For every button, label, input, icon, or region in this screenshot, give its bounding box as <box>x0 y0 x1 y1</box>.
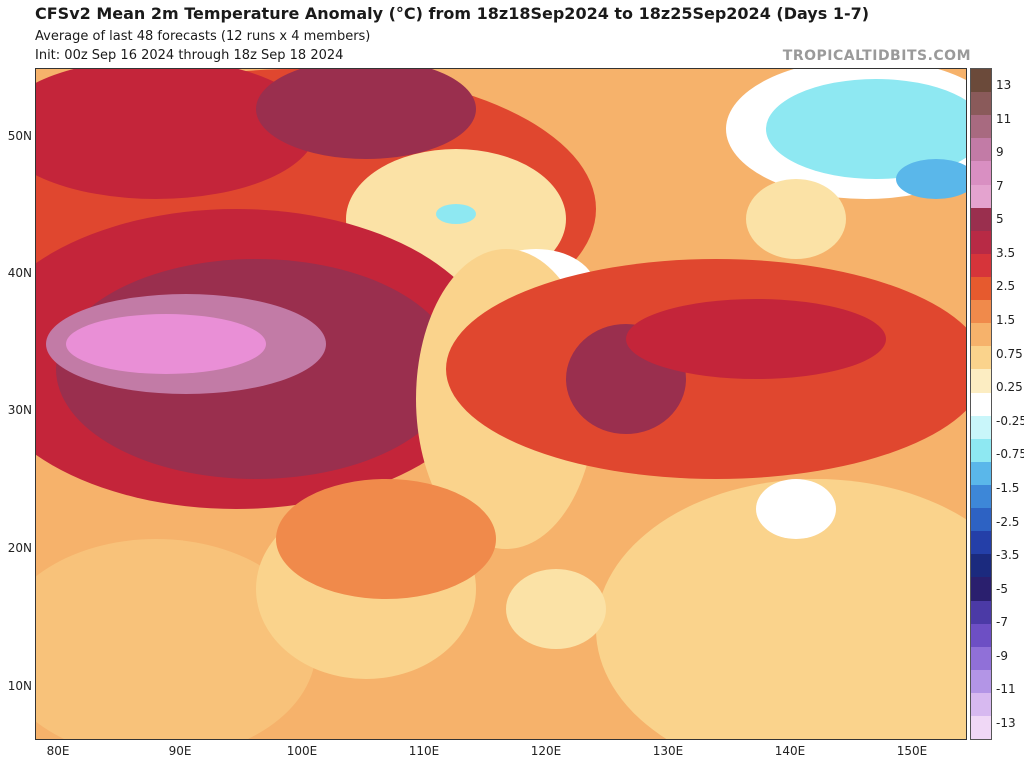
colorbar-tick-label: 0.75 <box>996 346 1023 361</box>
colorbar-swatch <box>971 253 991 277</box>
lon-label-90e: 90E <box>168 744 192 758</box>
colorbar-swatch <box>971 646 991 670</box>
colorbar-tick-label: 13 <box>996 78 1012 92</box>
colorbar-swatch <box>971 415 991 439</box>
colorbar-swatch <box>971 138 991 162</box>
lon-label-120e: 120E <box>530 744 562 758</box>
colorbar-swatch <box>971 716 991 740</box>
colorbar-tick-label: -0.25 <box>996 413 1024 428</box>
colorbar-swatch <box>971 184 991 208</box>
colorbar-tick-label: 7 <box>996 178 1004 193</box>
lat-label-10n: 10N <box>7 679 32 693</box>
colorbar-tick-label: 3.5 <box>996 245 1016 260</box>
colorbar-swatch <box>971 669 991 693</box>
colorbar-swatch <box>971 276 991 301</box>
colorbar-tick-label: -13 <box>996 716 1016 730</box>
map-init-time: Init: 00z Sep 16 2024 through 18z Sep 18… <box>35 48 344 63</box>
colorbar-swatch <box>971 692 991 717</box>
colorbar-legend <box>970 68 992 740</box>
map-title: CFSv2 Mean 2m Temperature Anomaly (°C) f… <box>35 4 870 23</box>
colorbar-tick-label: -3.5 <box>996 548 1020 563</box>
colorbar-tick-label: -0.75 <box>996 447 1024 462</box>
colorbar-swatch <box>971 369 991 393</box>
colorbar-swatch <box>971 577 991 601</box>
colorbar-tick-label: 2.5 <box>996 279 1016 294</box>
lon-label-100e: 100E <box>286 744 318 758</box>
colorbar-swatch <box>971 323 991 347</box>
lat-label-40n: 40N <box>7 266 32 280</box>
colorbar-swatch <box>971 461 991 485</box>
lon-label-150e: 150E <box>896 744 928 758</box>
colorbar-swatch <box>971 230 991 254</box>
lat-label-50n: 50N <box>7 129 32 143</box>
colorbar-tick-label: -11 <box>996 682 1016 697</box>
lat-label-20n: 20N <box>7 541 32 555</box>
map-subtitle: Average of last 48 forecasts (12 runs x … <box>35 29 371 44</box>
lon-label-130e: 130E <box>652 744 684 758</box>
colorbar-tick-label: -2.5 <box>996 514 1020 529</box>
colorbar-tick-label: 1.5 <box>996 313 1016 328</box>
colorbar-tick-label: -5 <box>996 581 1008 596</box>
colorbar-tick-label: 9 <box>996 145 1004 160</box>
colorbar-swatch <box>971 392 991 416</box>
colorbar-tick-label: -7 <box>996 615 1008 630</box>
temperature-anomaly-map <box>35 68 967 740</box>
colorbar-tick-label: 5 <box>996 212 1004 227</box>
lat-label-30n: 30N <box>7 403 32 417</box>
colorbar-swatch <box>971 484 991 509</box>
colorbar-swatch <box>971 600 991 624</box>
lon-label-140e: 140E <box>774 744 806 758</box>
lon-label-80e: 80E <box>46 744 70 758</box>
colorbar-swatch <box>971 115 991 139</box>
colorbar-swatch <box>971 438 991 462</box>
colorbar-swatch <box>971 508 991 532</box>
colorbar-swatch <box>971 207 991 231</box>
colorbar-tick-label: -1.5 <box>996 480 1020 495</box>
colorbar-swatch <box>971 161 991 185</box>
colorbar-swatch <box>971 92 991 116</box>
colorbar-swatch <box>971 69 991 93</box>
colorbar-tick-label: -9 <box>996 648 1008 663</box>
colorbar-swatch <box>971 531 991 555</box>
colorbar-swatch <box>971 623 991 647</box>
colorbar-tick-label: 0.25 <box>996 380 1023 395</box>
lon-label-110e: 110E <box>408 744 440 758</box>
colorbar-swatch <box>971 346 991 370</box>
colorbar-swatch <box>971 300 991 324</box>
anomaly-shading <box>36 69 966 739</box>
colorbar-tick-label: 11 <box>996 111 1012 126</box>
source-credit: TROPICALTIDBITS.COM <box>782 48 971 64</box>
colorbar-swatch <box>971 554 991 578</box>
